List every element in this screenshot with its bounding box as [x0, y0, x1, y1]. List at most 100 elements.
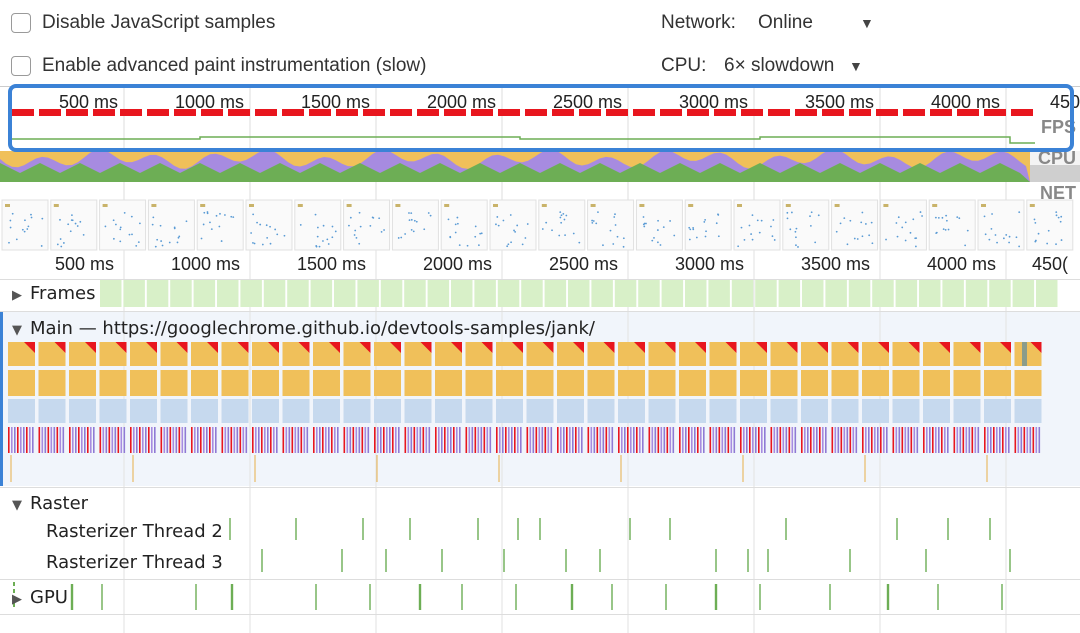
recalc-style-tick	[236, 427, 239, 453]
thumbnail-dot	[160, 240, 163, 242]
chevron-down-icon[interactable]: ▼	[849, 58, 863, 74]
thumbnail-dot	[218, 225, 221, 228]
thumbnail-dot	[349, 216, 352, 219]
thumbnail-dot	[327, 243, 330, 245]
thumbnail-dot	[758, 231, 761, 234]
advanced-paint-checkbox[interactable]	[11, 56, 31, 76]
recalc-style-tick	[154, 427, 156, 453]
recalc-style-tick	[953, 427, 956, 453]
thumbnail-dot	[408, 212, 410, 214]
recalc-style-tick	[84, 427, 86, 453]
ruler-tick-label: 4000 ms	[926, 254, 996, 274]
frames-track-header[interactable]: ▶ Frames	[0, 283, 95, 304]
network-select[interactable]: Online	[758, 12, 813, 33]
recalc-style-tick	[691, 427, 693, 453]
recalc-style-tick	[929, 427, 931, 453]
recalc-style-tick	[743, 427, 745, 453]
recalc-style-tick	[715, 427, 718, 453]
fps-dropped-bar	[120, 109, 142, 116]
thumbnail-dot	[919, 211, 922, 213]
recalc-style-tick	[987, 427, 989, 453]
recalc-style-tick	[130, 427, 132, 453]
function-call-block	[648, 370, 676, 396]
thumbnail-dot	[751, 238, 754, 241]
thumbnail-dot	[261, 243, 264, 246]
net-label: NET	[1040, 183, 1076, 203]
recalc-style-tick	[883, 427, 885, 453]
long-task-marker	[115, 342, 127, 353]
thumbnail-dot	[69, 230, 72, 233]
recalc-style-tick	[840, 427, 843, 453]
frame-block	[474, 280, 496, 307]
layout-block	[8, 399, 35, 423]
frame-block	[638, 280, 660, 307]
recalc-style-tick	[93, 427, 95, 453]
thumbnail-dot	[1057, 216, 1060, 219]
function-call-block	[770, 370, 798, 396]
thumbnail-dot	[559, 216, 562, 219]
frame-block	[310, 280, 333, 307]
recalc-style-tick	[102, 427, 105, 453]
screenshot-thumbnail	[245, 199, 293, 251]
thumbnail-dot	[410, 212, 413, 215]
chevron-down-icon[interactable]: ▼	[860, 15, 874, 31]
function-call-block	[984, 370, 1011, 396]
recalc-style-tick	[151, 427, 153, 453]
recalc-style-tick	[407, 427, 410, 453]
recalc-style-tick	[245, 427, 248, 453]
recalc-style-tick	[114, 427, 117, 453]
recalc-style-tick	[169, 427, 172, 453]
recalc-style-tick	[1017, 427, 1020, 453]
fps-graph	[12, 109, 1033, 116]
thumbnail-dot	[316, 226, 319, 229]
thumbnail-dot	[860, 221, 863, 224]
recalc-style-tick	[508, 427, 510, 453]
long-task-marker	[176, 342, 188, 353]
thumbnail-dot	[269, 225, 271, 228]
screenshot-thumbnail	[587, 199, 635, 251]
recalc-style-tick	[258, 427, 260, 453]
recalc-style-tick	[1005, 427, 1007, 453]
timeline-overview[interactable]: 500 ms 1000 ms 1500 ms 2000 ms 2500 ms 3000 m…	[0, 86, 1080, 251]
thumbnail-dot	[447, 218, 450, 221]
thumbnail-dot	[937, 216, 940, 219]
thumbnail-dot	[358, 211, 361, 214]
thumbnail-dot	[662, 226, 665, 229]
long-task-marker	[847, 342, 859, 353]
long-task-marker	[481, 342, 493, 353]
recalc-style-tick	[380, 427, 382, 453]
fps-dropped-bar	[525, 109, 547, 116]
fps-dropped-bar	[1011, 109, 1033, 116]
thumbnail-dot	[565, 214, 568, 217]
raster-track-header[interactable]: ▼ Raster	[0, 493, 88, 514]
fps-dropped-bar	[822, 109, 844, 116]
recalc-style-tick	[517, 427, 519, 453]
recalc-style-tick	[819, 427, 821, 453]
thumbnail-dot	[817, 214, 820, 217]
thumbnail-dot	[810, 211, 813, 214]
thumbnail-dot	[128, 233, 131, 236]
thumbnail-button	[395, 204, 401, 207]
thumbnail-dot	[609, 229, 612, 232]
thumbnail-dot	[9, 226, 12, 229]
gpu-track-header[interactable]: ▶ GPU	[0, 587, 68, 608]
thumbnail-dot	[545, 221, 548, 224]
recalc-style-tick	[334, 427, 336, 453]
disable-js-samples-checkbox[interactable]	[11, 13, 31, 33]
thumbnail-dot	[497, 224, 500, 227]
recalc-style-tick	[227, 427, 230, 453]
thumbnail-dot	[966, 229, 969, 232]
thumbnail-dot	[612, 243, 615, 245]
long-task-marker	[268, 342, 279, 353]
thumbnail-dot	[614, 213, 616, 216]
cpu-throttle-select[interactable]: 6× slowdown	[724, 55, 835, 76]
main-track-header[interactable]: ▼ Main — https://googlechrome.github.io/d…	[0, 318, 595, 339]
frame-block	[263, 280, 286, 307]
recalc-style-tick	[666, 427, 669, 453]
thumbnail-dot	[750, 233, 753, 235]
recalc-style-tick	[611, 427, 614, 453]
recalc-style-tick	[639, 427, 641, 453]
thumbnail-dot	[839, 222, 842, 225]
thumbnail-dot	[572, 232, 575, 235]
thumbnail-dot	[359, 225, 362, 228]
